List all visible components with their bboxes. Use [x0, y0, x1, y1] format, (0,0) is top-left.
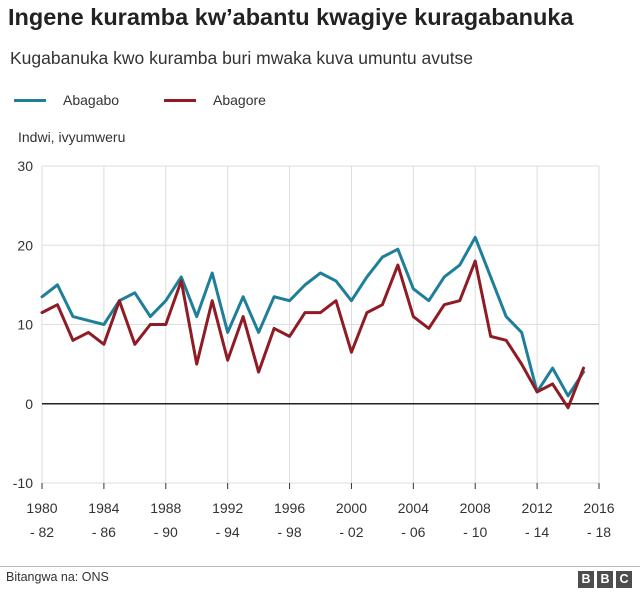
y-axis-unit-label: Indwi, ivyumweru	[18, 129, 126, 145]
source-note: Bitangwa na: ONS	[6, 570, 109, 584]
chart-title: Ingene kuramba kw’abantu kwagiye kuragab…	[8, 4, 574, 30]
x-tick-label: - 10	[463, 524, 487, 540]
x-tick-label: 1996	[274, 500, 305, 516]
x-tick-label: 2008	[460, 500, 491, 516]
x-tick-label: 1980	[26, 500, 57, 516]
x-tick-label: 1992	[212, 500, 243, 516]
x-tick-label: - 98	[277, 524, 301, 540]
x-tick-label: 2004	[398, 500, 429, 516]
x-tick-label: 2012	[522, 500, 553, 516]
bbc-logo-letter: B	[597, 571, 613, 588]
x-tick-label: 2000	[336, 500, 367, 516]
y-tick-label: 10	[17, 317, 33, 333]
line-chart: 30 20 10 0 -10 1980 - 82 1984 - 86 1988 - 90 1992 - …	[13, 158, 615, 540]
y-tick-label: 20	[17, 237, 33, 253]
chart-subtitle: Kugabanuka kwo kuramba buri mwaka kuva u…	[10, 48, 474, 68]
x-tick-label: 2016	[583, 500, 614, 516]
bbc-logo-letter: C	[616, 571, 632, 588]
footer-divider	[0, 566, 640, 567]
x-tick-label: - 14	[525, 524, 549, 540]
x-tick-label: - 06	[401, 524, 425, 540]
legend-item-abagabo: Abagabo	[14, 92, 119, 108]
x-tick-label: - 90	[154, 524, 178, 540]
legend-item-abagore: Abagore	[164, 92, 266, 108]
x-tick-label: 1984	[88, 500, 119, 516]
x-tick-label: - 86	[92, 524, 116, 540]
legend-label-abagabo: Abagabo	[63, 92, 120, 108]
x-tick-label: - 02	[339, 524, 363, 540]
x-tick-label: - 82	[30, 524, 54, 540]
legend-label-abagore: Abagore	[213, 92, 266, 108]
x-tick-label: 1988	[150, 500, 181, 516]
series-line-abagabo	[40, 235, 586, 398]
series-line-abagore	[40, 259, 586, 410]
x-tick-label: - 18	[587, 524, 611, 540]
legend-swatch-abagabo	[14, 98, 46, 102]
x-tick-label: - 94	[216, 524, 240, 540]
y-tick-label: 30	[17, 158, 33, 174]
bbc-logo: B B C	[578, 571, 632, 588]
y-tick-label: 0	[25, 396, 33, 412]
y-tick-label: -10	[13, 475, 33, 491]
bbc-logo-letter: B	[578, 571, 594, 588]
legend-swatch-abagore	[164, 98, 196, 102]
